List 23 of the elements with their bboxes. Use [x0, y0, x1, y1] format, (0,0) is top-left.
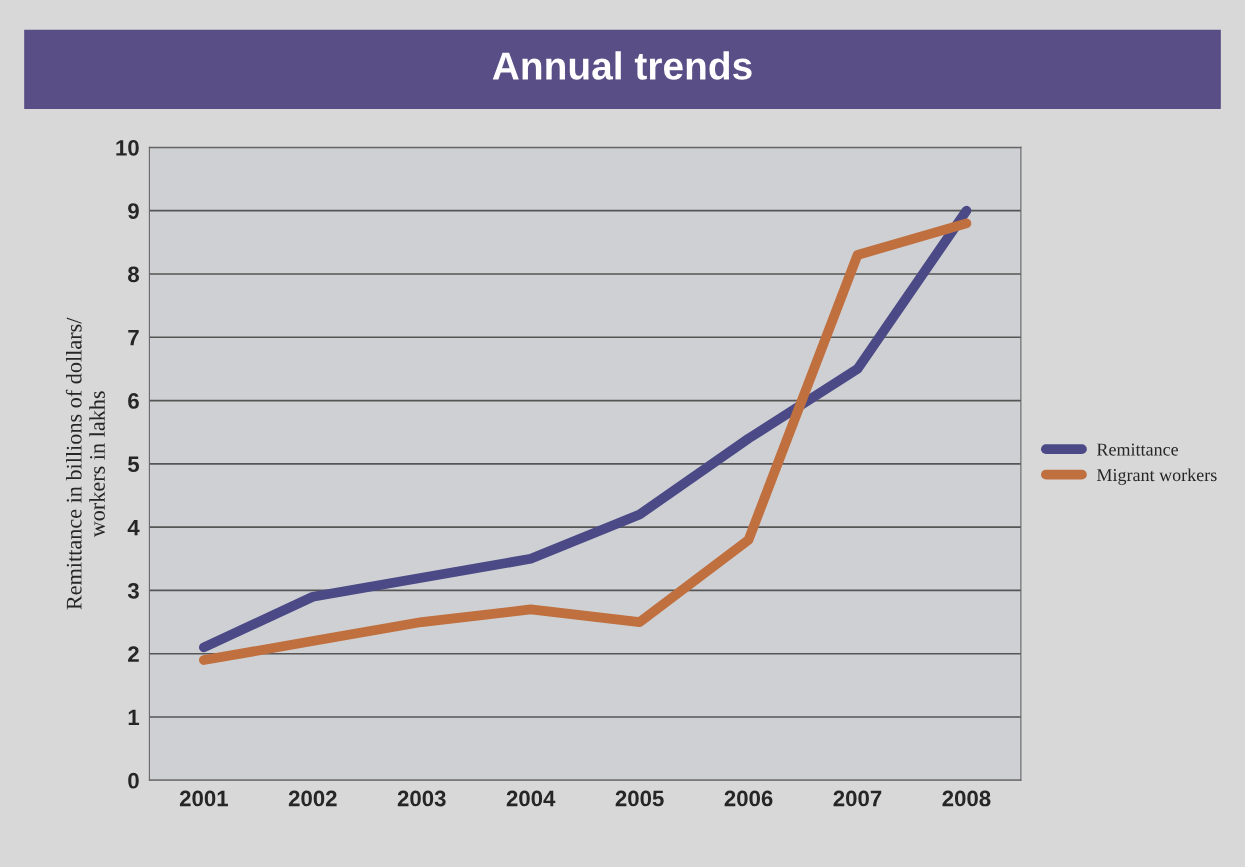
x-tick-label: 2002: [288, 790, 337, 807]
legend-label: Migrant workers: [1096, 468, 1217, 485]
x-tick-label: 2003: [397, 790, 446, 807]
y-tick-label: 0: [128, 772, 139, 789]
y-tick-label: 5: [128, 456, 140, 473]
x-tick-label: 2008: [942, 790, 991, 807]
y-tick-label: 4: [127, 519, 140, 536]
y-tick-label: 10: [116, 139, 139, 156]
x-tick-label: 2001: [179, 790, 228, 807]
y-tick-label: 1: [128, 709, 140, 726]
y-tick-label: 2: [128, 646, 139, 662]
x-tick-label: 2005: [615, 790, 664, 807]
y-tick-label: 9: [128, 203, 139, 219]
x-tick-label: 2006: [724, 790, 773, 807]
x-tick-label: 2004: [506, 790, 556, 807]
chart-title: Annual trends: [492, 51, 752, 80]
y-tick-label: 7: [128, 330, 139, 346]
legend-label: Remittance: [1096, 443, 1179, 456]
y-tick-label: 6: [128, 393, 139, 409]
x-tick-label: 2007: [833, 790, 882, 807]
y-tick-label: 8: [128, 266, 139, 283]
y-axis-title: Remittance in billions of dollars/ workers in lakhs: [65, 317, 105, 610]
y-tick-label: 3: [127, 582, 139, 599]
